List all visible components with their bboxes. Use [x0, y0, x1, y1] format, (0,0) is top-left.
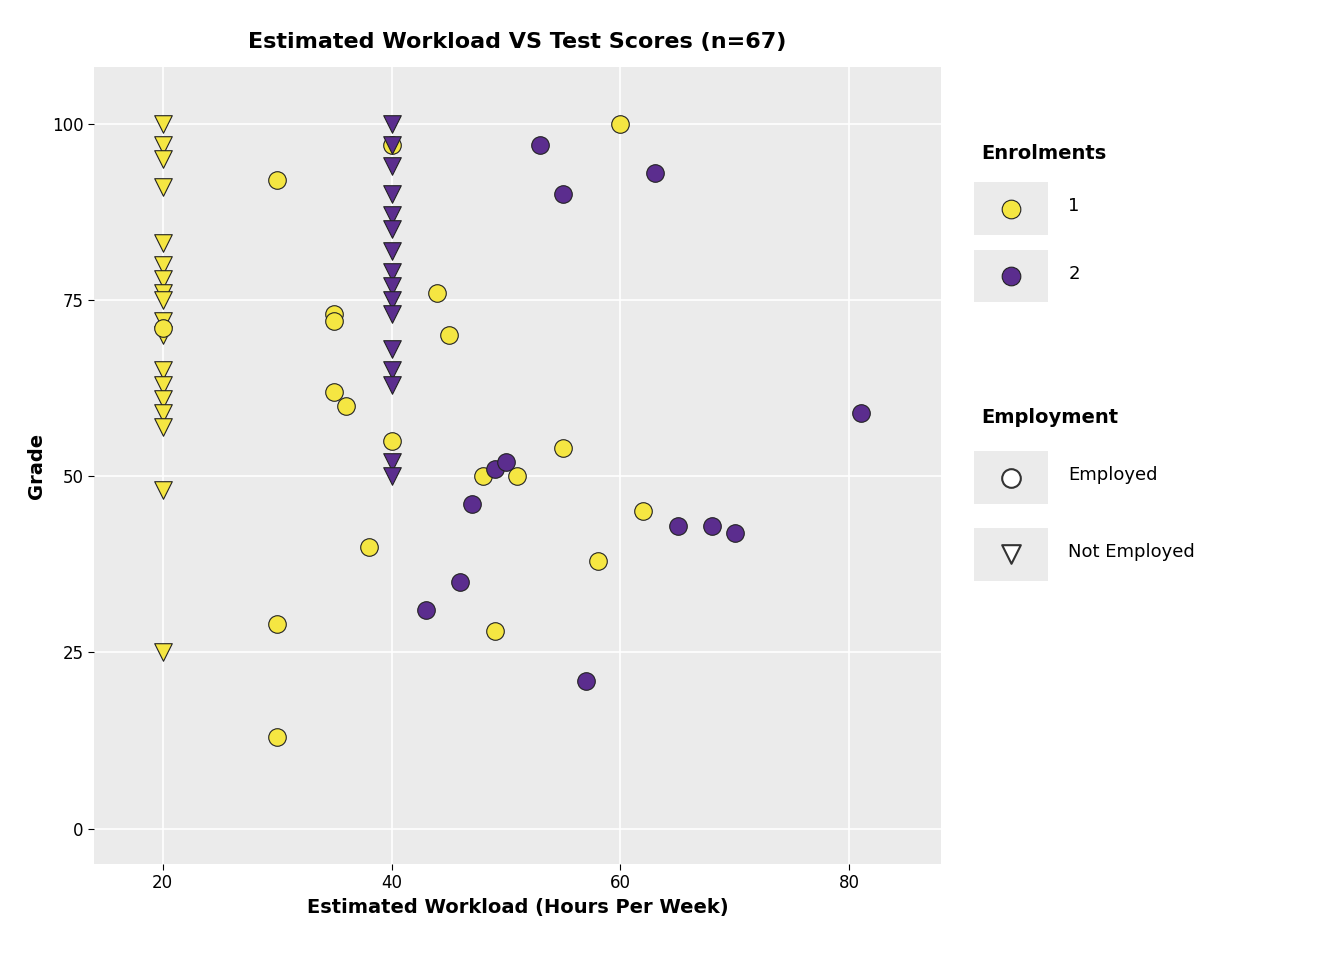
Point [530, 137, 551, 153]
Point [152, 313, 173, 328]
Point [152, 405, 173, 420]
Point [507, 468, 528, 484]
Point [380, 222, 402, 237]
Point [380, 377, 402, 393]
Point [380, 278, 402, 294]
Point [380, 454, 402, 469]
Point [449, 574, 470, 589]
Point [702, 517, 723, 533]
Point [324, 384, 345, 399]
Point [266, 616, 288, 632]
Point [152, 321, 173, 336]
Point [324, 313, 345, 328]
Point [152, 151, 173, 166]
Point [1336, 28, 1344, 43]
Point [484, 462, 505, 477]
Text: 2: 2 [1068, 265, 1081, 282]
Point [484, 624, 505, 639]
Point [152, 180, 173, 195]
Point [152, 377, 173, 393]
Point [152, 137, 173, 153]
Point [380, 264, 402, 279]
Point [380, 158, 402, 174]
Title: Estimated Workload VS Test Scores (n=67): Estimated Workload VS Test Scores (n=67) [249, 32, 786, 52]
Point [380, 186, 402, 202]
Point [380, 137, 402, 153]
Point [552, 441, 574, 456]
Point [575, 673, 597, 688]
Point [152, 271, 173, 286]
Point [152, 285, 173, 300]
Point [266, 730, 288, 745]
Point [495, 454, 516, 469]
Point [152, 363, 173, 378]
Y-axis label: Grade: Grade [27, 433, 47, 498]
Point [380, 116, 402, 132]
Point [380, 468, 402, 484]
Point [426, 285, 448, 300]
Point [152, 257, 173, 273]
Point [152, 116, 173, 132]
Point [724, 525, 746, 540]
Point [152, 327, 173, 343]
Point [1336, 230, 1344, 246]
Point [472, 468, 493, 484]
Point [152, 236, 173, 252]
Text: Not Employed: Not Employed [1068, 543, 1195, 561]
Point [380, 243, 402, 258]
Point [152, 645, 173, 660]
Point [380, 342, 402, 357]
Point [633, 504, 655, 519]
Point [849, 405, 871, 420]
Point [587, 553, 609, 568]
Point [380, 363, 402, 378]
Point [152, 391, 173, 406]
Point [266, 173, 288, 188]
Point [438, 327, 460, 343]
Point [380, 137, 402, 153]
Text: 1: 1 [1068, 198, 1079, 215]
Point [461, 496, 482, 512]
Point [152, 483, 173, 498]
Point [380, 207, 402, 223]
Point [1336, 307, 1344, 323]
X-axis label: Estimated Workload (Hours Per Week): Estimated Workload (Hours Per Week) [306, 898, 728, 917]
Point [610, 116, 632, 132]
Text: Employed: Employed [1068, 467, 1159, 484]
Point [415, 603, 437, 618]
Point [335, 398, 356, 414]
Point [380, 433, 402, 448]
Point [380, 292, 402, 307]
Point [552, 186, 574, 202]
Point [380, 306, 402, 322]
Point [152, 420, 173, 435]
Point [152, 292, 173, 307]
Point [644, 165, 665, 180]
Point [358, 539, 379, 554]
Point [324, 306, 345, 322]
Text: Employment: Employment [981, 408, 1118, 427]
Text: Enrolments: Enrolments [981, 144, 1106, 163]
Point [667, 517, 688, 533]
